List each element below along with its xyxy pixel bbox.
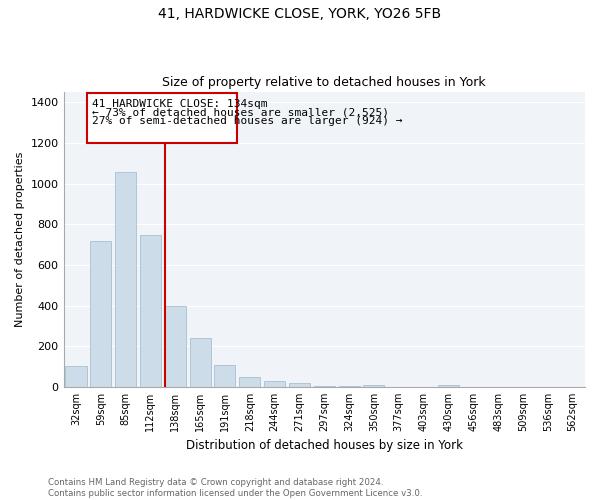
Bar: [364, 385, 385, 387]
Text: Contains HM Land Registry data © Crown copyright and database right 2024.
Contai: Contains HM Land Registry data © Crown c…: [48, 478, 422, 498]
Bar: [140, 235, 161, 387]
Text: 27% of semi-detached houses are larger (924) →: 27% of semi-detached houses are larger (…: [92, 116, 403, 126]
Text: 41 HARDWICKE CLOSE: 134sqm: 41 HARDWICKE CLOSE: 134sqm: [92, 99, 268, 109]
Bar: [214, 364, 235, 387]
FancyBboxPatch shape: [87, 93, 238, 143]
Bar: [65, 366, 86, 387]
Bar: [239, 378, 260, 387]
Bar: [314, 386, 335, 387]
X-axis label: Distribution of detached houses by size in York: Distribution of detached houses by size …: [186, 440, 463, 452]
Bar: [190, 338, 211, 387]
Text: 41, HARDWICKE CLOSE, YORK, YO26 5FB: 41, HARDWICKE CLOSE, YORK, YO26 5FB: [158, 8, 442, 22]
Bar: [289, 383, 310, 387]
Bar: [90, 240, 112, 387]
Y-axis label: Number of detached properties: Number of detached properties: [15, 152, 25, 327]
Bar: [338, 386, 359, 387]
Text: ← 73% of detached houses are smaller (2,525): ← 73% of detached houses are smaller (2,…: [92, 108, 389, 118]
Bar: [438, 385, 459, 387]
Bar: [115, 172, 136, 387]
Bar: [165, 306, 186, 387]
Bar: [264, 382, 285, 387]
Title: Size of property relative to detached houses in York: Size of property relative to detached ho…: [163, 76, 486, 90]
